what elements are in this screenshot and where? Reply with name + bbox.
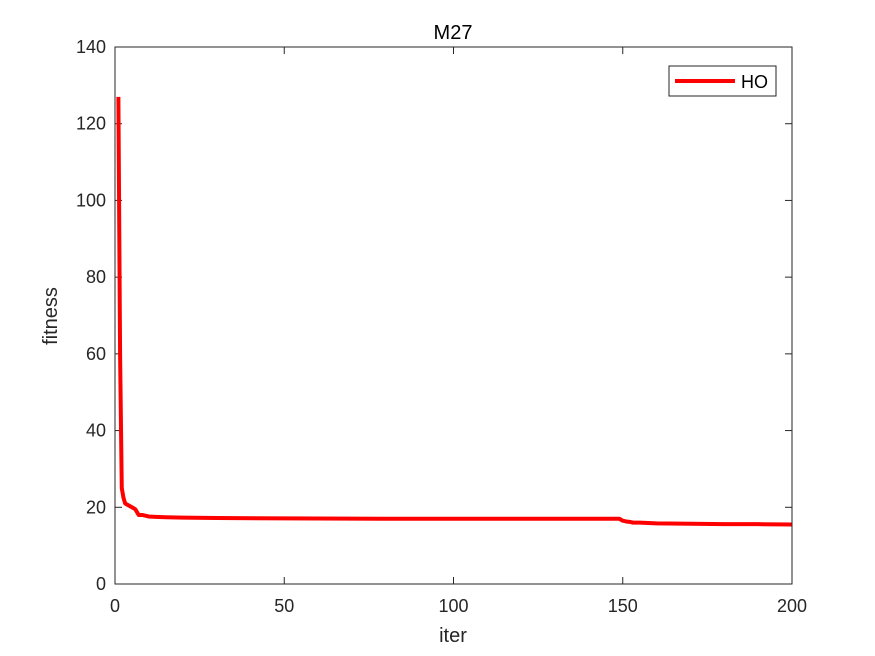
x-tick-label: 150 (608, 596, 638, 616)
x-tick-label: 0 (110, 596, 120, 616)
series-line-ho (116, 96, 793, 527)
x-axis-title: iter (439, 625, 467, 647)
chart-title: M27 (434, 22, 473, 44)
y-tick-label: 60 (86, 344, 106, 364)
legend-label-ho: HO (741, 72, 768, 92)
plot-area (115, 47, 792, 584)
x-tick-label: 50 (274, 596, 294, 616)
y-tick-label: 100 (76, 190, 106, 210)
y-tick-label: 20 (86, 497, 106, 517)
y-tick-label: 140 (76, 37, 106, 57)
y-tick-label: 0 (96, 574, 106, 594)
axis-tick-labels: 0 50 100 150 200 0 20 40 60 80 100 120 140 (76, 37, 807, 616)
y-tick-label: 80 (86, 267, 106, 287)
series-layer (116, 96, 793, 527)
x-tick-label: 200 (777, 596, 807, 616)
y-tick-label: 40 (86, 421, 106, 441)
legend: HO (668, 65, 777, 97)
y-axis-title: fitness (40, 287, 62, 345)
plot-frame (114, 46, 793, 585)
x-tick-label: 100 (438, 596, 468, 616)
y-tick-label: 120 (76, 114, 106, 134)
